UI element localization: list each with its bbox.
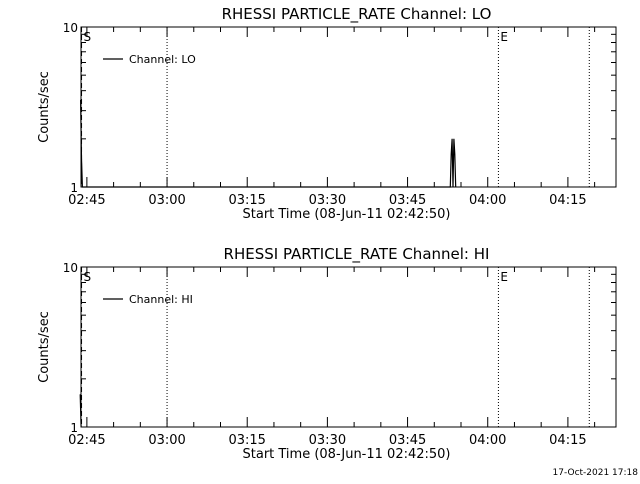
marker-label: S: [84, 30, 92, 44]
x-tick-label: 03:30: [309, 193, 346, 208]
plot-frame: [80, 266, 617, 428]
chart-panel-0: RHESSI PARTICLE_RATE Channel: LO 1 10 02:45…: [37, 5, 617, 222]
series-line: [80, 99, 457, 188]
y-tick-label: 1: [70, 421, 78, 435]
timestamp-label: 17-Oct-2021 17:18: [552, 468, 638, 478]
y-tick-label: 10: [63, 261, 78, 275]
x-tick-label: 03:30: [309, 433, 346, 448]
plot-frame: [80, 26, 617, 188]
marker-label: S: [84, 270, 92, 284]
chart-title: RHESSI PARTICLE_RATE Channel: HI: [224, 245, 490, 264]
x-tick-label: 03:00: [148, 193, 185, 208]
x-tick-label: 03:15: [228, 193, 265, 208]
chart-title: RHESSI PARTICLE_RATE Channel: LO: [222, 5, 492, 24]
x-tick-label: 02:45: [68, 433, 105, 448]
chart-panel-1: RHESSI PARTICLE_RATE Channel: HI 1 10 02:45…: [37, 245, 617, 462]
x-axis-label: Start Time (08-Jun-11 02:42:50): [243, 207, 451, 222]
legend-label: Channel: HI: [129, 293, 193, 306]
x-tick-label: 03:45: [389, 193, 426, 208]
marker-label: E: [500, 270, 508, 284]
y-tick-label: 10: [63, 21, 78, 35]
x-tick-label: 03:00: [148, 433, 185, 448]
legend-label: Channel: LO: [129, 53, 196, 66]
marker-label: E: [500, 30, 508, 44]
y-axis-label: Counts/sec: [37, 71, 52, 143]
x-tick-label: 04:00: [469, 433, 506, 448]
series-line: [79, 394, 82, 428]
y-tick-label: 1: [70, 181, 78, 195]
y-axis-label: Counts/sec: [37, 311, 52, 383]
x-tick-label: 04:15: [549, 193, 586, 208]
x-tick-label: 04:15: [549, 433, 586, 448]
x-tick-label: 03:45: [389, 433, 426, 448]
x-tick-label: 04:00: [469, 193, 506, 208]
x-tick-label: 03:15: [228, 433, 265, 448]
x-axis-label: Start Time (08-Jun-11 02:42:50): [243, 447, 451, 462]
x-tick-label: 02:45: [68, 193, 105, 208]
